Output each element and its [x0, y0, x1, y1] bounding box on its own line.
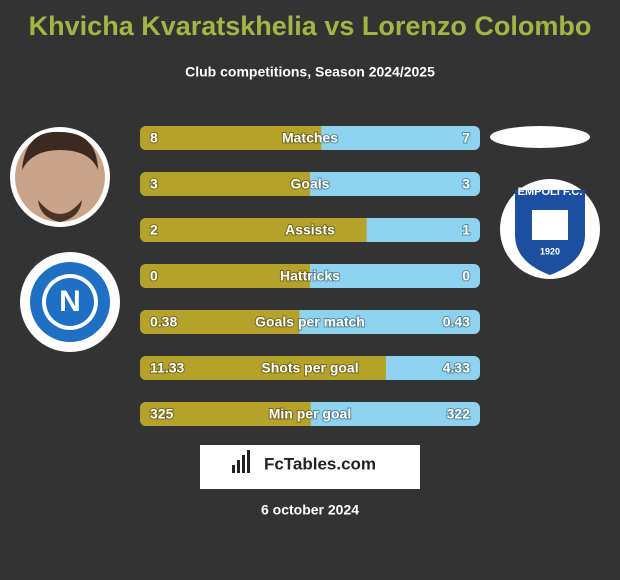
- left-value: 8: [150, 130, 158, 146]
- row: [140, 172, 480, 196]
- left-bar: [140, 356, 386, 380]
- empoli-name: EMPOLI F.C.: [518, 186, 583, 198]
- row-label: Matches: [282, 130, 338, 146]
- empoli-year: 1920: [540, 246, 560, 256]
- left-value: 0.38: [150, 314, 177, 330]
- left-value: 2: [150, 222, 158, 238]
- player-photo: [10, 127, 110, 227]
- left-value: 325: [150, 406, 174, 422]
- left-bar: [140, 172, 310, 196]
- left-value: 3: [150, 176, 158, 192]
- row-label: Shots per goal: [261, 360, 358, 376]
- row-label: Min per goal: [269, 406, 351, 422]
- right-value: 7: [462, 130, 470, 146]
- row-label: Hattricks: [280, 268, 340, 284]
- right-value: 322: [447, 406, 471, 422]
- row: [140, 218, 480, 242]
- napoli-letter: N: [59, 285, 81, 318]
- title: Khvicha Kvaratskhelia vs Lorenzo Colombo: [29, 11, 592, 41]
- row: [140, 356, 480, 380]
- left-bar: [140, 310, 300, 334]
- brand-box: FcTables.com: [200, 445, 420, 489]
- right-value: 1: [462, 222, 470, 238]
- row: [140, 264, 480, 288]
- left-bar: [140, 402, 311, 426]
- left-value: 0: [150, 268, 158, 284]
- row: [140, 126, 480, 150]
- right-value: 0.43: [443, 314, 470, 330]
- left-bar: [140, 218, 367, 242]
- row-label: Assists: [285, 222, 335, 238]
- row-label: Goals per match: [255, 314, 365, 330]
- brand-name: FcTables.com: [264, 454, 376, 473]
- right-value: 0: [462, 268, 470, 284]
- left-bar: [140, 264, 310, 288]
- left-value: 11.33: [150, 360, 184, 376]
- placeholder-logo: [490, 126, 590, 148]
- row-label: Goals: [291, 176, 330, 192]
- napoli-logo: N: [20, 252, 120, 352]
- right-value: 3: [462, 176, 470, 192]
- empoli-logo: EMPOLI F.C. 1920: [500, 179, 600, 279]
- left-bar: [140, 126, 322, 150]
- row: [140, 402, 480, 426]
- date: 6 october 2024: [261, 502, 359, 518]
- subtitle: Club competitions, Season 2024/2025: [185, 64, 435, 80]
- right-value: 4.33: [443, 360, 470, 376]
- row: [140, 310, 480, 334]
